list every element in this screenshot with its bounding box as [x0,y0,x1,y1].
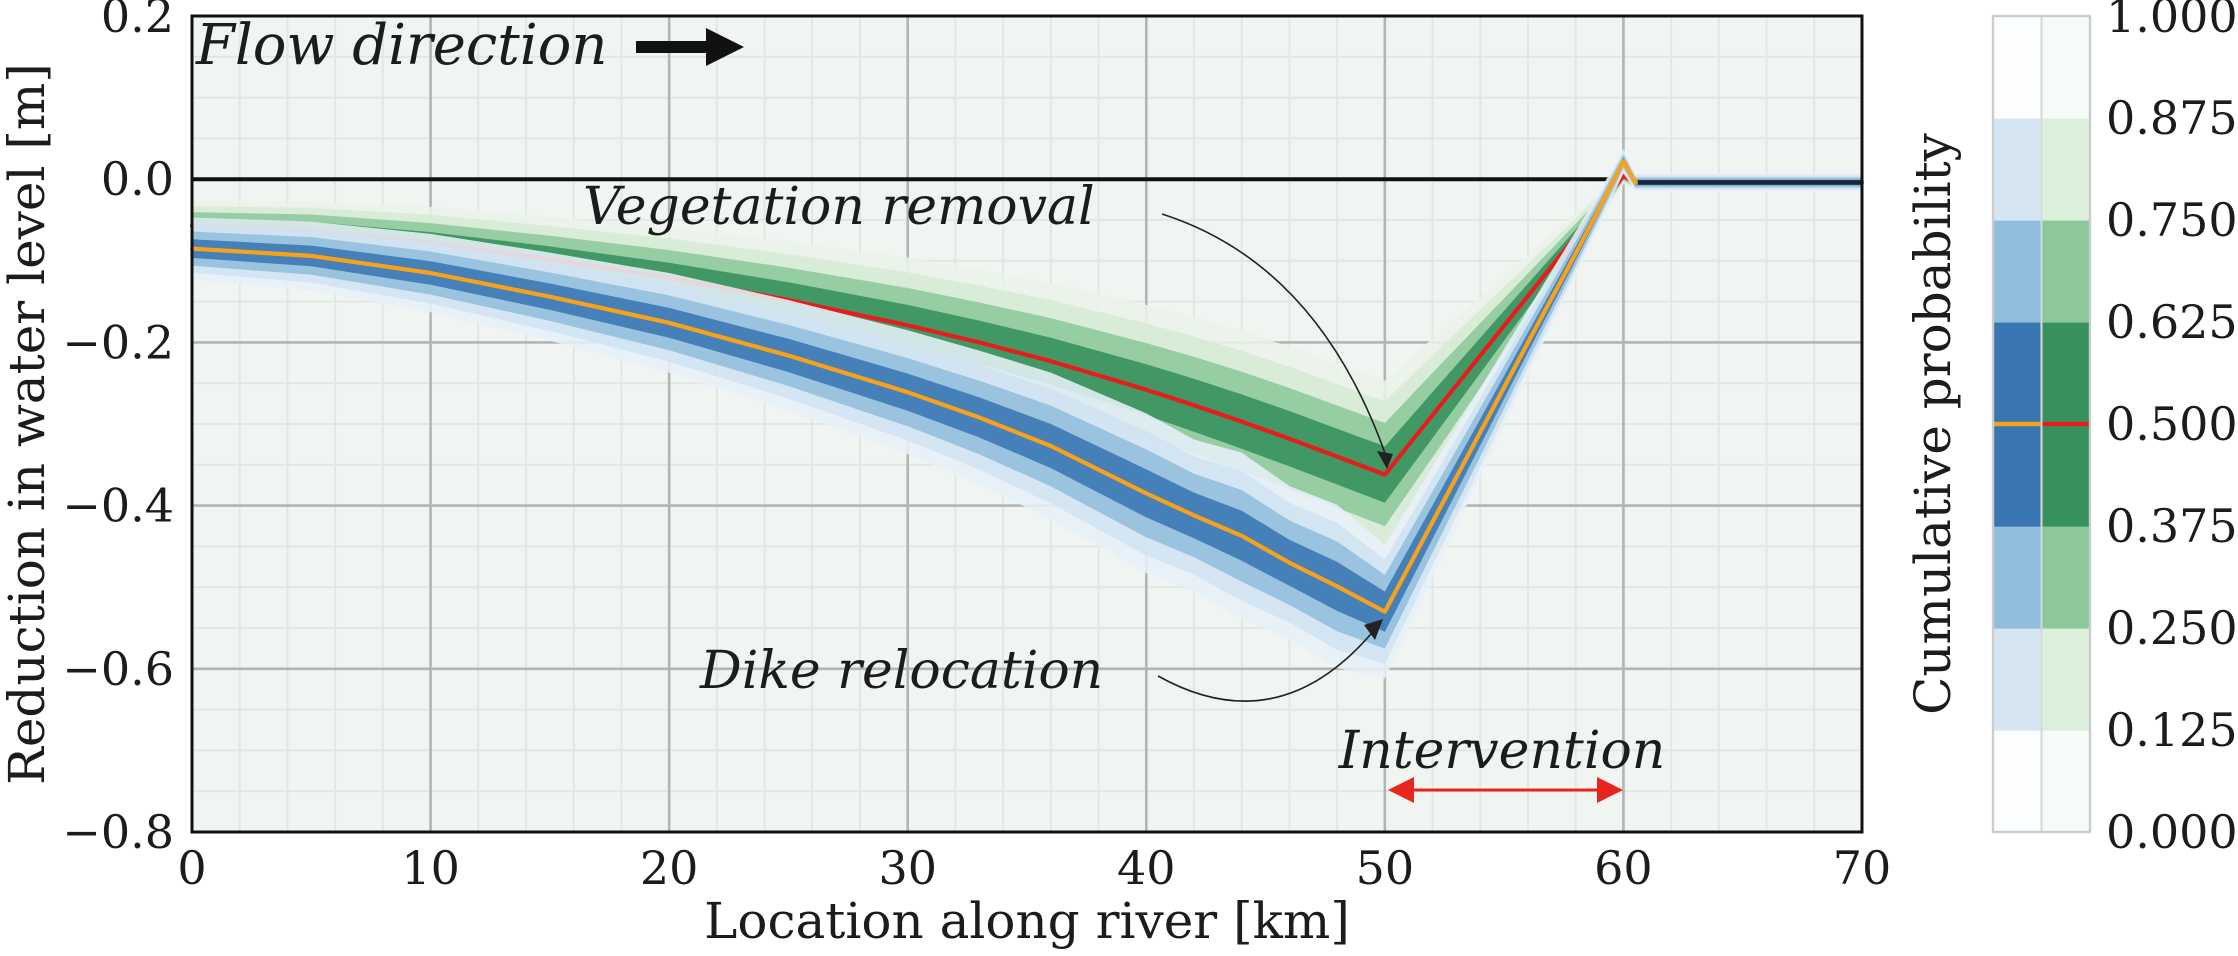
colorbar-title: Cumulative probability [1904,132,1962,715]
vegetation-band-level-3 [192,173,1862,503]
colorbar-layer: 1.000 0.875 0.750 0.625 0.500 0.375 0.250 0.125… [1991,0,2238,859]
y-tick-label: 0.2 [101,0,174,43]
colorbar-tick-label: 0.625 [2106,295,2238,349]
colorbar-blue-segment [1993,118,2042,221]
colorbar-green-segment [2041,424,2090,527]
vegetation-removal-label: Vegetation removal [583,177,1095,237]
x-tick-label: 40 [1117,841,1176,895]
dike-band-level-2 [192,154,1862,649]
y-tick-label: −0.8 [62,805,174,859]
x-tick-label: 0 [177,841,206,895]
colorbar-tick-label: 0.750 [2106,193,2238,247]
colorbar-green-segment [2041,526,2090,629]
x-tick-label: 10 [401,841,460,895]
x-tick-label: 60 [1594,841,1653,895]
x-tick-label: 70 [1833,841,1892,895]
x-tick-label: 30 [878,841,937,895]
intervention-span-arrow [1388,777,1623,803]
uncertainty-bands-layer [189,149,1865,679]
x-axis-title: Location along river [km] [704,892,1350,950]
axes-spines-layer [190,14,1864,834]
dike-median-line [189,159,1865,614]
colorbar-blue-segment [1993,526,2042,629]
dike-relocation-arrowhead-icon [1364,619,1383,640]
intervention-label: Intervention [1338,721,1666,781]
colorbar-blue-segment [1993,628,2042,731]
colorbar-median-marker-green [2041,421,2090,427]
colorbar-blue-segment [1993,220,2042,323]
x-tick-label: 50 [1356,841,1415,895]
colorbar-blue-segment [1993,730,2042,833]
tick-labels-layer: 0 10 20 30 40 50 60 70 0.2 0.0 −0.2 −0.4 −0.6 −0.8 [62,0,1891,895]
colorbar-tick-label: 0.500 [2106,397,2238,451]
colorbar-blue-segment [1993,16,2042,119]
vegetation-removal-arrowhead-icon [1377,451,1393,469]
y-tick-label: −0.4 [62,479,174,533]
axes-border [190,14,1864,834]
dike-relocation-label: Dike relocation [699,641,1103,701]
colorbar-blue-segment [1993,322,2042,425]
gridlines-layer [192,16,1862,832]
flow-direction-label: Flow direction [195,13,607,78]
colorbar-green-segment [2041,322,2090,425]
flow-direction-arrow [636,28,744,66]
colorbar-green-segment [2041,628,2090,731]
colorbar-green-segment [2041,220,2090,323]
y-tick-label: −0.2 [62,315,174,369]
colorbar-tick-label: 0.375 [2106,499,2238,553]
colorbar-green-segment [2041,730,2090,833]
dike-band-level-3 [192,157,1862,632]
colorbar-green-segment [2041,16,2090,119]
y-tick-label: −0.6 [62,642,174,696]
y-tick-label: 0.0 [101,152,174,206]
dike-relocation-leader-line [1157,627,1377,702]
colorbar-blue-segment [1993,424,2042,527]
x-tick-label: 20 [640,841,699,895]
vegetation-removal-leader-line [1161,213,1387,457]
colorbar-tick-label: 0.875 [2106,91,2238,145]
colorbar-tick-label: 0.250 [2106,601,2238,655]
colorbar-green-segment [2041,118,2090,221]
colorbar-median-marker-blue [1993,421,2042,427]
colorbar-tick-label: 0.000 [2106,805,2238,859]
colorbar-tick-label: 1.000 [2106,0,2238,43]
y-axis-title: Reduction in water level [m] [0,63,56,785]
colorbar-border [1991,14,2092,834]
colorbar-tick-label: 0.125 [2106,703,2238,757]
